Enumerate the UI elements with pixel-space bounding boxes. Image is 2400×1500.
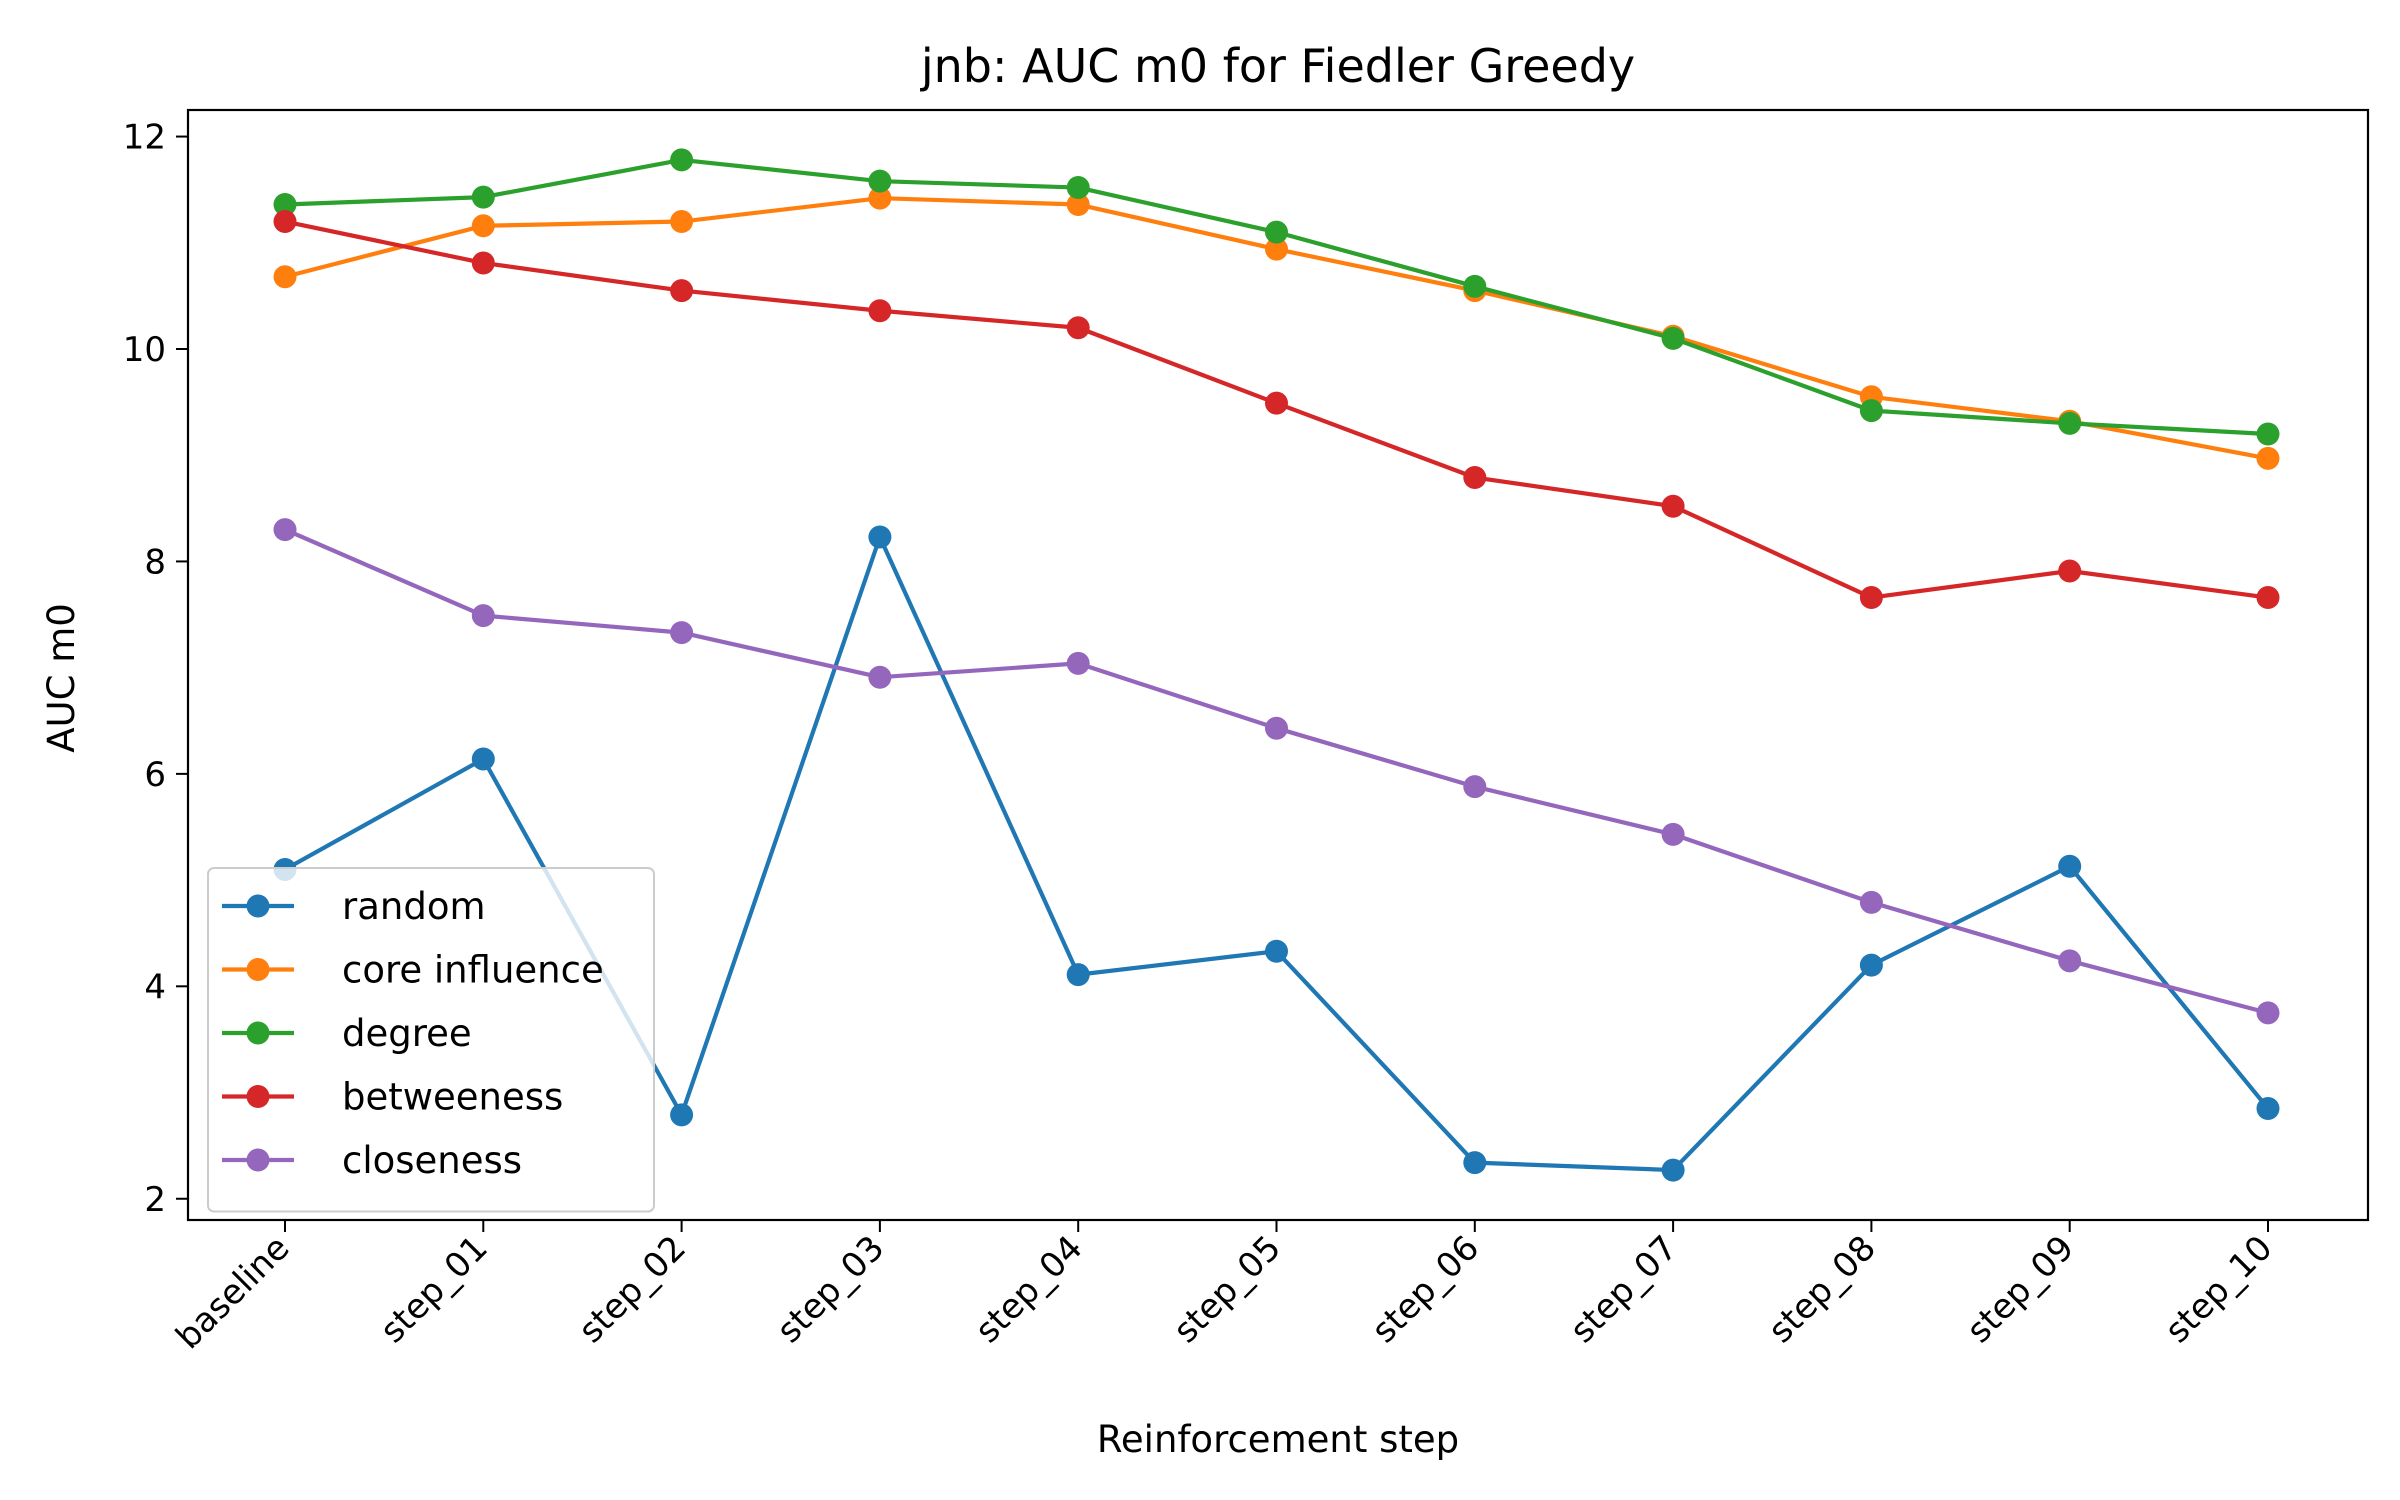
- data-point: [1265, 939, 1288, 963]
- data-point: [471, 214, 495, 238]
- data-point: [471, 185, 495, 209]
- legend: random core influence degree betweeness clos…: [207, 867, 655, 1213]
- data-point: [1066, 176, 1090, 200]
- y-axis-label: AUC m0: [40, 603, 83, 753]
- data-point: [1265, 220, 1288, 244]
- data-point: [1463, 775, 1487, 799]
- y-tick-label: 2: [144, 1180, 166, 1220]
- data-point: [670, 210, 694, 234]
- data-point: [273, 210, 297, 234]
- y-tick-label: 8: [144, 542, 166, 582]
- legend-marker: [246, 894, 270, 918]
- data-point: [1066, 651, 1090, 675]
- data-point: [868, 169, 892, 193]
- data-point: [670, 1103, 694, 1127]
- series-degree: [273, 148, 2280, 446]
- data-point: [2256, 1096, 2280, 1120]
- data-point: [1463, 274, 1487, 298]
- legend-label: betweeness: [342, 1076, 563, 1119]
- data-point: [1265, 237, 1288, 261]
- legend-box: [207, 867, 655, 1213]
- data-point: [1859, 586, 1883, 610]
- data-point: [670, 621, 694, 645]
- data-point: [670, 148, 694, 172]
- data-point: [471, 251, 495, 275]
- legend-marker: [246, 958, 270, 981]
- data-point: [1859, 890, 1883, 914]
- legend-label: closeness: [342, 1139, 522, 1182]
- data-point: [2058, 411, 2082, 435]
- legend-marker: [246, 1148, 270, 1172]
- data-point: [868, 665, 892, 689]
- data-point: [1661, 822, 1685, 846]
- data-point: [1463, 1151, 1487, 1175]
- legend-label: random: [342, 885, 486, 928]
- data-point: [1265, 391, 1288, 415]
- data-point: [1265, 716, 1288, 740]
- series-betweeness: [273, 210, 2280, 610]
- y-tick-label: 12: [123, 118, 166, 158]
- legend-label: degree: [342, 1012, 472, 1055]
- data-point: [273, 518, 297, 542]
- data-point: [1661, 1158, 1685, 1182]
- data-point: [2256, 446, 2280, 470]
- data-point: [1463, 466, 1487, 490]
- data-point: [2256, 422, 2280, 446]
- data-point: [1066, 193, 1090, 217]
- data-point: [868, 186, 892, 210]
- legend-marker: [246, 1021, 270, 1045]
- series-closeness: [273, 518, 2280, 1025]
- data-point: [471, 747, 495, 771]
- data-point: [2256, 1001, 2280, 1025]
- data-point: [1661, 326, 1685, 350]
- series-layer: [273, 148, 2280, 1182]
- data-point: [1859, 953, 1883, 977]
- legend-marker: [246, 1085, 270, 1108]
- data-point: [2058, 854, 2082, 878]
- data-point: [273, 193, 297, 217]
- y-tick-label: 6: [144, 755, 166, 795]
- plot-frame: [186, 108, 2370, 1222]
- data-point: [2058, 559, 2082, 583]
- data-point: [868, 299, 892, 323]
- data-point: [273, 265, 297, 289]
- chart-title: jnb: AUC m0 for Fiedler Greedy: [920, 39, 1635, 93]
- legend-label: core influence: [342, 949, 604, 992]
- data-point: [471, 604, 495, 628]
- data-point: [670, 279, 694, 303]
- y-tick-label: 4: [144, 967, 166, 1007]
- data-point: [1066, 963, 1090, 987]
- data-point: [868, 525, 892, 549]
- x-axis-label: Reinforcement step: [1097, 1418, 1459, 1461]
- data-point: [1859, 399, 1883, 423]
- data-point: [1661, 494, 1685, 518]
- data-point: [2058, 949, 2082, 973]
- data-point: [2256, 586, 2280, 610]
- y-tick-label: 10: [123, 330, 166, 370]
- data-point: [1066, 316, 1090, 340]
